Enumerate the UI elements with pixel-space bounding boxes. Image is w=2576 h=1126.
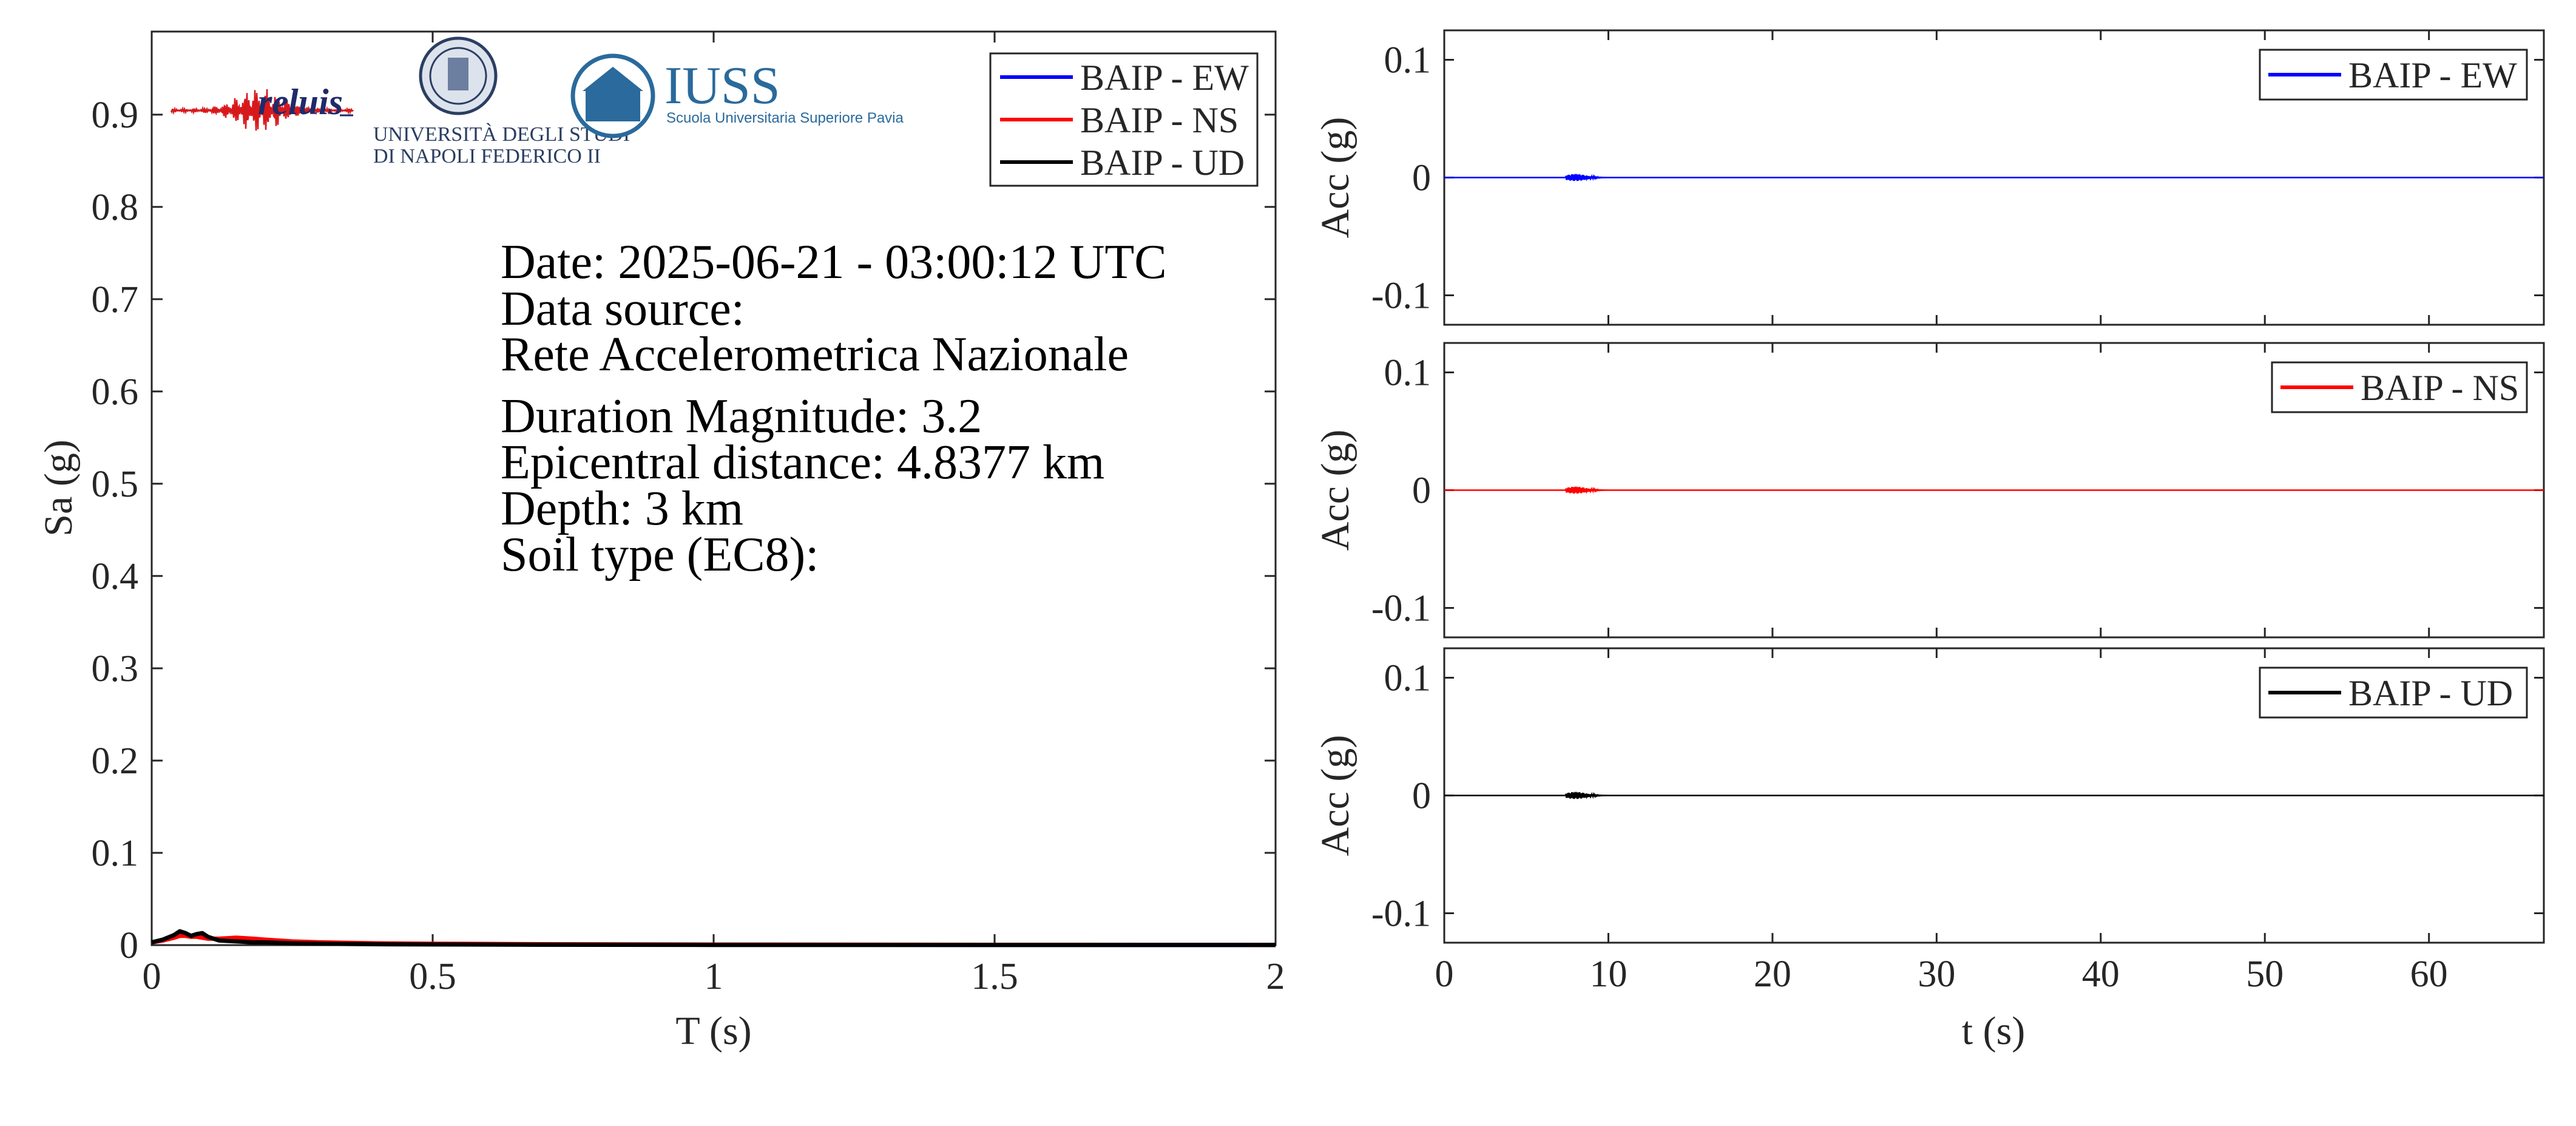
accelerogram-legend-label: BAIP - NS: [2361, 368, 2519, 408]
spectrum-xtick-label: 2: [1266, 956, 1285, 997]
time-xtick-label: 30: [1918, 954, 1955, 995]
spectrum-ytick-label: 0.4: [92, 556, 139, 597]
accelerogram-legend-label: BAIP - UD: [2348, 673, 2513, 713]
event-depth: Depth: 3 km: [501, 482, 743, 535]
legend-label-ns: BAIP - NS: [1080, 100, 1239, 140]
accelerogram-trace-ud: [1444, 791, 2544, 799]
reluis-logo-text: reluis: [258, 82, 343, 122]
acc-ytick-label: -0.1: [1371, 588, 1431, 629]
spectrum-legend: BAIP - EW BAIP - NS BAIP - UD: [989, 52, 1259, 187]
spectrum-xtick-label: 1.5: [971, 956, 1018, 997]
acc-ytick-label: -0.1: [1371, 894, 1431, 935]
spectrum-ytick-label: 0.8: [92, 187, 139, 228]
acc-ytick-label: 0: [1412, 158, 1431, 199]
duration-magnitude: Duration Magnitude: 3.2: [501, 390, 982, 443]
spectrum-ytick-label: 0.1: [92, 833, 139, 874]
iuss-logo-text: IUSS: [664, 56, 780, 115]
epicentral-distance: Epicentral distance: 4.8377 km: [501, 436, 1104, 489]
spectrum-ytick-label: 0.9: [92, 95, 139, 136]
reluis-logo: reluis: [170, 82, 354, 131]
accelerogram-ns: -0.1 0 0.1 Acc (g) BAIP - NS: [1313, 342, 2545, 639]
event-date: Date: 2025-06-21 - 03:00:12 UTC: [501, 236, 1167, 289]
spectrum-ytick-label: 0.3: [92, 648, 139, 690]
data-source-value: Rete Accelerometrica Nazionale: [501, 328, 1129, 381]
acc-ytick-label: 0.1: [1384, 40, 1432, 81]
spectrum-xtick-label: 0.5: [409, 956, 456, 997]
spectrum-ylabel: Sa (g): [36, 439, 81, 536]
data-source-label: Data source:: [501, 282, 745, 336]
spectrum-ytick-label: 0: [120, 925, 138, 966]
acc-ylabel: Acc (g): [1313, 735, 1357, 856]
legend-label-ew: BAIP - EW: [1080, 58, 1249, 98]
acc-ytick-label: 0.1: [1384, 353, 1432, 394]
soil-type: Soil type (EC8):: [501, 528, 819, 582]
time-xlabel: t (s): [1962, 1009, 2025, 1053]
time-xtick-label: 50: [2246, 954, 2284, 995]
time-xtick-label: 40: [2082, 954, 2120, 995]
spectrum-xtick-label: 0: [143, 956, 161, 997]
iuss-logo-subtitle: Scuola Universitaria Superiore Pavia: [666, 110, 904, 126]
time-xtick-label: 10: [1589, 954, 1627, 995]
spectrum-xtick-label: 1: [705, 956, 723, 997]
accelerogram-legend-label: BAIP - EW: [2348, 55, 2517, 95]
acc-ytick-label: 0: [1412, 470, 1431, 512]
acc-ylabel: Acc (g): [1313, 430, 1357, 551]
event-info: Date: 2025-06-21 - 03:00:12 UTC Data sou…: [501, 236, 1167, 582]
legend-label-ud: BAIP - UD: [1080, 143, 1245, 183]
accelerogram-trace-ns: [1444, 486, 2544, 494]
spectrum-xlabel: T (s): [675, 1009, 751, 1053]
response-spectrum-chart: 0 0.5 1 1.5 2 0 0.1 0.2 0.3 0.4 0.5 0.6 0.7 0.8 0.9 re…: [36, 30, 1285, 1053]
time-xtick-label: 20: [1754, 954, 1791, 995]
acc-ylabel: Acc (g): [1313, 117, 1357, 239]
spectrum-ytick-label: 0.6: [92, 371, 139, 413]
spectrum-series-ud: [151, 929, 1276, 948]
acc-ytick-label: 0.1: [1384, 658, 1432, 699]
acc-ytick-label: 0: [1412, 776, 1431, 817]
spectrum-ytick-label: 0.5: [92, 464, 139, 505]
acc-ytick-label: -0.1: [1371, 276, 1431, 317]
unina-logo-line2: DI NAPOLI FEDERICO II: [373, 145, 601, 168]
accelerogram-ew: -0.1 0 0.1 Acc (g) BAIP - EW: [1313, 29, 2545, 326]
unina-logo: UNIVERSITÀ DEGLI STUDI DI NAPOLI FEDERIC…: [373, 36, 630, 168]
spectrum-ytick-label: 0.7: [92, 279, 139, 321]
accelerogram-trace-ew: [1444, 173, 2544, 181]
time-xtick-label: 0: [1435, 954, 1454, 995]
reluis-seismogram-icon: [170, 89, 354, 131]
iuss-logo: IUSS Scuola Universitaria Superiore Pavi…: [570, 53, 904, 138]
spectrum-ytick-label: 0.2: [92, 741, 139, 782]
time-xtick-label: 60: [2410, 954, 2448, 995]
